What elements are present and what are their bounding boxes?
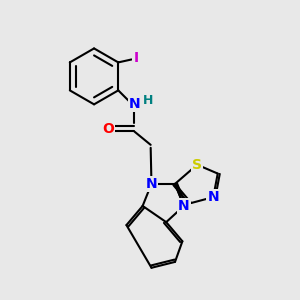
- Text: I: I: [134, 51, 139, 65]
- Text: N: N: [178, 199, 190, 213]
- Text: N: N: [129, 97, 140, 111]
- Text: N: N: [208, 190, 219, 204]
- Text: H: H: [142, 94, 153, 106]
- Text: N: N: [146, 177, 157, 191]
- Text: O: O: [102, 122, 114, 136]
- Text: S: S: [192, 158, 202, 172]
